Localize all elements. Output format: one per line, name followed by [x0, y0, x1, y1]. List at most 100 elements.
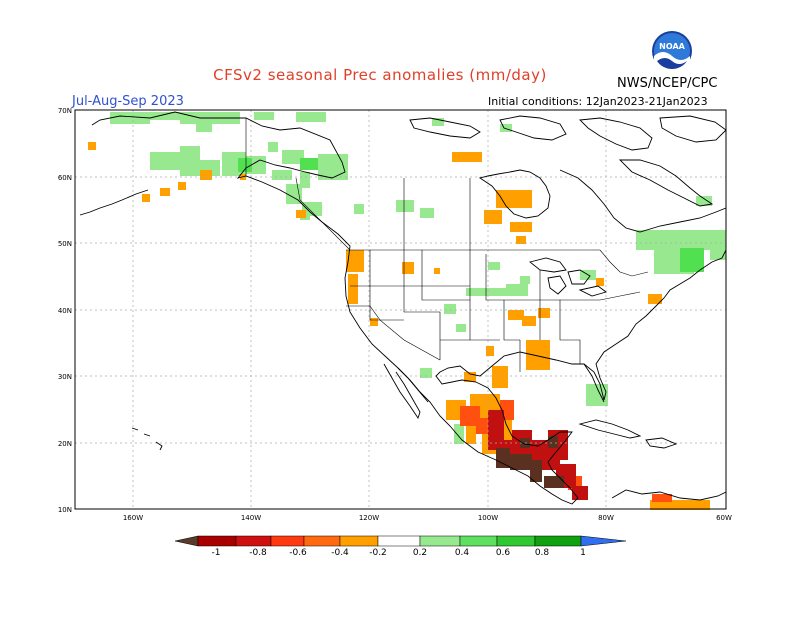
lon-label: 100W	[478, 514, 498, 522]
agency-label: NWS/NCEP/CPC	[617, 76, 718, 91]
anomaly-cell	[346, 250, 364, 272]
anomaly-cell	[296, 210, 306, 218]
lat-label: 50N	[58, 240, 72, 248]
anomaly-cell	[548, 436, 558, 448]
anomaly-cell	[110, 112, 150, 124]
colorbar-swatch	[197, 535, 237, 547]
anomaly-cell	[88, 142, 96, 150]
graticule	[75, 110, 726, 509]
lat-label: 70N	[58, 107, 72, 115]
anomaly-cell	[652, 494, 672, 502]
political-borders	[245, 118, 649, 372]
anomaly-cell	[648, 294, 662, 304]
anomaly-cell	[520, 276, 530, 284]
anomaly-cell	[272, 170, 292, 180]
lat-label: 30N	[58, 373, 72, 381]
colorbar-label: -0.6	[289, 548, 307, 558]
colorbar-label: -0.8	[249, 548, 267, 558]
svg-text:NOAA: NOAA	[659, 42, 685, 51]
colorbar-swatch	[496, 535, 536, 547]
map-title: CFSv2 seasonal Prec anomalies (mm/day)	[213, 66, 547, 84]
anomaly-cell	[496, 448, 510, 468]
anomaly-cell	[296, 112, 326, 122]
longitude-labels: 160W 140W 120W 100W 80W 60W	[123, 514, 732, 522]
anomaly-cell	[268, 142, 278, 152]
lat-label: 60N	[58, 174, 72, 182]
colorbar-label: -0.2	[369, 548, 387, 558]
anomaly-cell	[178, 182, 186, 190]
anomaly-cell	[508, 310, 524, 320]
colorbar-label: -1	[211, 548, 221, 558]
lon-label: 160W	[123, 514, 143, 522]
anomaly-cell	[238, 158, 252, 172]
anomaly-cell	[650, 500, 710, 510]
colorbar-swatch	[303, 535, 341, 547]
anomaly-cell	[454, 424, 464, 444]
anomaly-cell	[526, 340, 550, 370]
anomaly-cell	[402, 262, 414, 274]
lon-label: 80W	[598, 514, 614, 522]
colorbar-swatch	[419, 535, 461, 547]
anomaly-cell	[200, 170, 212, 180]
lon-label: 60W	[716, 514, 732, 522]
anomaly-cell	[464, 372, 476, 382]
colorbar-swatch	[459, 535, 498, 547]
anomaly-cell	[354, 204, 364, 214]
anomaly-cell	[586, 384, 608, 406]
anomaly-cell	[516, 236, 526, 244]
lat-label: 40N	[58, 307, 72, 315]
anomaly-cell	[142, 194, 150, 202]
colorbar-label: 1	[580, 548, 586, 558]
lat-label: 20N	[58, 440, 72, 448]
anomaly-cell	[254, 112, 274, 120]
colorbar-swatch	[377, 535, 421, 547]
anomaly-cell	[434, 268, 440, 274]
anomaly-cell	[160, 188, 170, 196]
latitude-labels: 70N 60N 50N 40N 30N 20N 10N	[58, 107, 72, 514]
anomaly-cell	[300, 158, 318, 170]
anomaly-cell	[572, 486, 588, 500]
colorbar-swatch	[270, 535, 305, 547]
lon-label: 140W	[241, 514, 261, 522]
colorbar-swatch	[339, 535, 379, 547]
colorbar-swatch	[534, 535, 582, 547]
anomaly-cell	[302, 202, 322, 216]
anomaly-cell	[636, 230, 726, 250]
colorbar-label: 0.8	[534, 548, 550, 558]
map-frame	[74, 109, 727, 510]
noaa-logo-icon: NOAA	[652, 31, 692, 72]
anomaly-cell	[510, 454, 532, 470]
anomaly-cell	[522, 316, 536, 326]
colorbar-high-arrow	[580, 535, 627, 547]
anomaly-cell	[396, 200, 414, 212]
anomaly-cell	[488, 262, 500, 270]
anomaly-cell	[348, 274, 358, 304]
season-label: Jul-Aug-Sep 2023	[72, 94, 184, 109]
anomaly-cell	[544, 476, 564, 488]
anomaly-cell	[506, 284, 528, 296]
anomaly-cell	[370, 318, 378, 326]
anomaly-cell	[696, 196, 712, 206]
colorbar-swatch	[235, 535, 272, 547]
anomaly-cell	[466, 426, 476, 444]
colorbar-label: 0.2	[412, 548, 428, 558]
lon-label: 120W	[359, 514, 379, 522]
anomaly-cells	[88, 112, 726, 510]
anomaly-cell	[492, 366, 508, 388]
anomaly-cell	[180, 146, 200, 176]
colorbar-label: 0.6	[495, 548, 511, 558]
colorbar	[174, 535, 627, 547]
anomaly-cell	[596, 278, 604, 286]
anomaly-cell	[680, 248, 704, 272]
anomaly-cell	[150, 112, 180, 120]
anomaly-cell	[456, 324, 466, 332]
anomaly-cell	[452, 152, 482, 162]
anomaly-cell	[484, 210, 502, 224]
anomaly-cell	[444, 304, 456, 314]
anomaly-cell	[538, 308, 550, 318]
colorbar-low-arrow	[174, 535, 199, 547]
anomaly-cell	[420, 208, 434, 218]
anomaly-cell	[432, 118, 444, 126]
anomaly-cell	[282, 150, 304, 164]
